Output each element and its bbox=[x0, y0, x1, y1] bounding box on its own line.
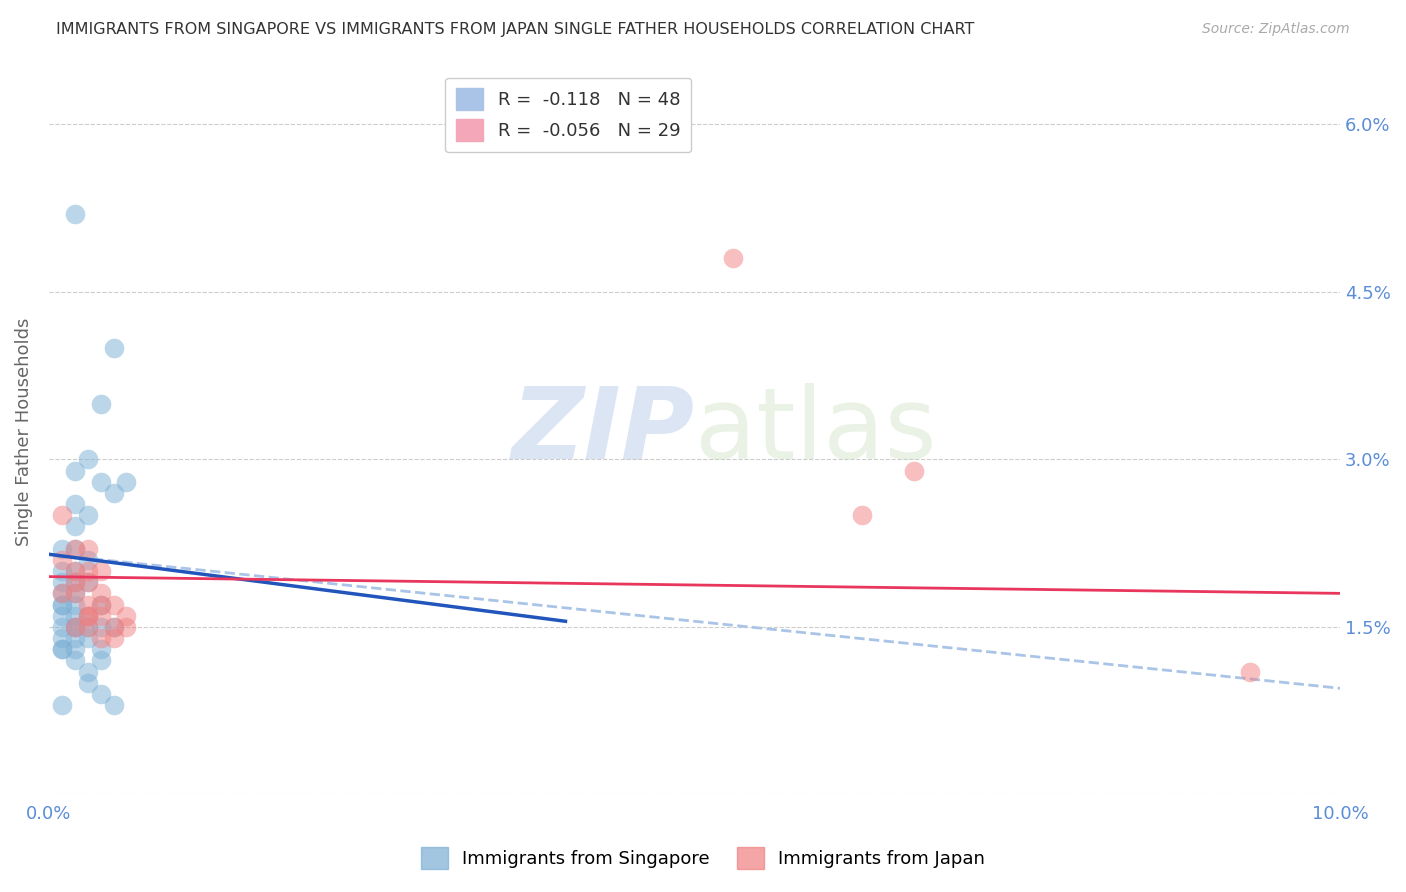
Point bbox=[90, 586, 112, 600]
Point bbox=[63, 631, 86, 645]
Point bbox=[51, 631, 73, 645]
Point bbox=[51, 575, 73, 590]
Point bbox=[63, 653, 86, 667]
Point bbox=[90, 642, 112, 657]
Text: Source: ZipAtlas.com: Source: ZipAtlas.com bbox=[1202, 22, 1350, 37]
Point bbox=[76, 675, 98, 690]
Point bbox=[76, 575, 98, 590]
Point bbox=[90, 598, 112, 612]
Point bbox=[90, 653, 112, 667]
Point bbox=[51, 642, 73, 657]
Point bbox=[51, 598, 73, 612]
Point bbox=[63, 586, 86, 600]
Point bbox=[51, 586, 73, 600]
Point bbox=[103, 486, 125, 500]
Point bbox=[103, 698, 125, 712]
Point bbox=[103, 620, 125, 634]
Point bbox=[115, 620, 138, 634]
Point bbox=[76, 541, 98, 556]
Point bbox=[63, 497, 86, 511]
Legend: Immigrants from Singapore, Immigrants from Japan: Immigrants from Singapore, Immigrants fr… bbox=[412, 838, 994, 879]
Point bbox=[63, 608, 86, 623]
Point bbox=[103, 598, 125, 612]
Point bbox=[76, 575, 98, 590]
Point bbox=[76, 553, 98, 567]
Point bbox=[63, 575, 86, 590]
Point bbox=[76, 620, 98, 634]
Point bbox=[63, 564, 86, 578]
Point bbox=[90, 687, 112, 701]
Point bbox=[51, 508, 73, 523]
Text: IMMIGRANTS FROM SINGAPORE VS IMMIGRANTS FROM JAPAN SINGLE FATHER HOUSEHOLDS CORR: IMMIGRANTS FROM SINGAPORE VS IMMIGRANTS … bbox=[56, 22, 974, 37]
Point bbox=[63, 586, 86, 600]
Point bbox=[90, 620, 112, 634]
Y-axis label: Single Father Households: Single Father Households bbox=[15, 318, 32, 546]
Point bbox=[63, 541, 86, 556]
Point bbox=[76, 508, 98, 523]
Point bbox=[63, 541, 86, 556]
Point bbox=[63, 564, 86, 578]
Point bbox=[115, 475, 138, 489]
Point bbox=[51, 553, 73, 567]
Point bbox=[51, 598, 73, 612]
Point bbox=[851, 508, 873, 523]
Point bbox=[115, 608, 138, 623]
Point bbox=[903, 463, 925, 477]
Point bbox=[51, 608, 73, 623]
Text: atlas: atlas bbox=[695, 383, 936, 480]
Point bbox=[51, 586, 73, 600]
Text: ZIP: ZIP bbox=[512, 383, 695, 480]
Point bbox=[103, 631, 125, 645]
Point bbox=[63, 642, 86, 657]
Point bbox=[90, 608, 112, 623]
Point bbox=[76, 631, 98, 645]
Point bbox=[1239, 665, 1261, 679]
Point bbox=[103, 620, 125, 634]
Point bbox=[76, 452, 98, 467]
Point bbox=[76, 608, 98, 623]
Point bbox=[90, 564, 112, 578]
Point bbox=[76, 665, 98, 679]
Legend: R =  -0.118   N = 48, R =  -0.056   N = 29: R = -0.118 N = 48, R = -0.056 N = 29 bbox=[446, 78, 692, 153]
Point bbox=[90, 631, 112, 645]
Point bbox=[76, 564, 98, 578]
Point bbox=[103, 341, 125, 355]
Point bbox=[90, 475, 112, 489]
Point bbox=[90, 396, 112, 410]
Point bbox=[63, 598, 86, 612]
Point bbox=[76, 608, 98, 623]
Point bbox=[51, 620, 73, 634]
Point bbox=[63, 463, 86, 477]
Point bbox=[63, 207, 86, 221]
Point bbox=[723, 252, 745, 266]
Point bbox=[63, 575, 86, 590]
Point bbox=[63, 620, 86, 634]
Point bbox=[63, 620, 86, 634]
Point bbox=[51, 541, 73, 556]
Point bbox=[76, 620, 98, 634]
Point bbox=[51, 698, 73, 712]
Point bbox=[90, 598, 112, 612]
Point bbox=[76, 608, 98, 623]
Point bbox=[76, 598, 98, 612]
Point bbox=[51, 564, 73, 578]
Point bbox=[63, 620, 86, 634]
Point bbox=[63, 519, 86, 533]
Point bbox=[51, 642, 73, 657]
